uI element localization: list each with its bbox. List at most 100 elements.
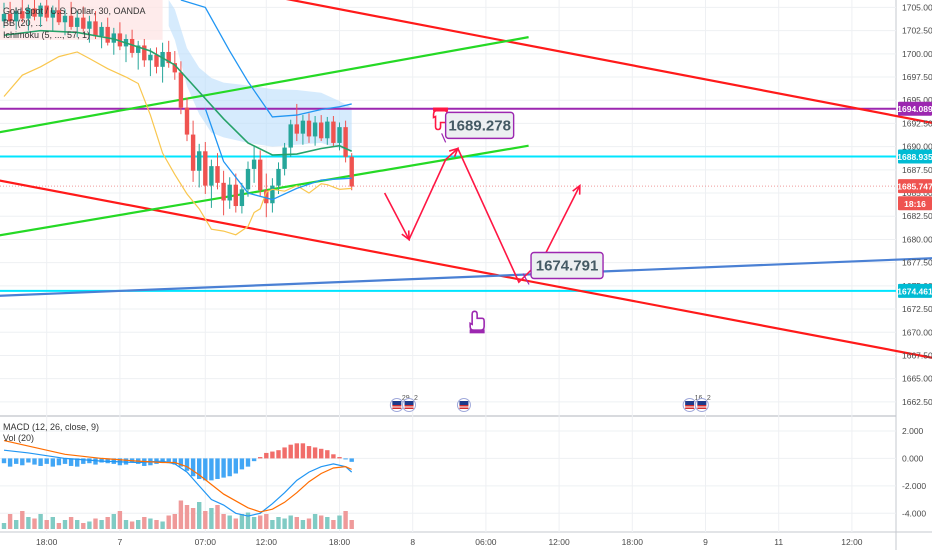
macd-histogram-bar bbox=[239, 458, 245, 470]
candlesticks bbox=[1, 0, 354, 218]
volume-bar bbox=[148, 518, 153, 529]
volume-bar bbox=[172, 514, 177, 529]
macd-histogram-bar bbox=[172, 458, 177, 465]
candle-body bbox=[227, 184, 232, 201]
price-tick-label: 1705.000 bbox=[902, 2, 932, 12]
volume-bar bbox=[111, 514, 116, 529]
macd-histogram-bar bbox=[233, 458, 238, 474]
candle-body bbox=[56, 10, 62, 23]
price-tag bbox=[898, 149, 932, 164]
candle-body bbox=[300, 120, 306, 134]
volume-bar bbox=[282, 518, 287, 529]
volume-bar bbox=[20, 511, 25, 529]
candle-body bbox=[258, 159, 263, 191]
candle-body bbox=[184, 107, 190, 135]
price-tick-label: 1677.500 bbox=[902, 258, 932, 268]
candle-body bbox=[7, 13, 13, 22]
price-tick-label: 1697.500 bbox=[902, 72, 932, 82]
candle-body bbox=[50, 10, 55, 18]
macd-pane: MACD (12, 26, close, 9)Vol (20) bbox=[0, 422, 896, 529]
price-tag-label: 1685.747 bbox=[897, 182, 932, 192]
candle-body bbox=[111, 33, 116, 43]
volume-bar bbox=[221, 514, 226, 529]
macd-histogram-bar bbox=[343, 458, 348, 460]
price-tag-label: 1674.461 bbox=[897, 286, 932, 296]
chikou-span-line bbox=[3, 51, 352, 236]
hand-cuff bbox=[469, 329, 485, 334]
event-flag-canton bbox=[685, 401, 695, 405]
macd-histogram-bar bbox=[209, 458, 214, 481]
macd-histogram-bar bbox=[166, 458, 171, 464]
candle-body bbox=[20, 11, 25, 19]
callout-box bbox=[530, 251, 604, 280]
candle-body bbox=[93, 21, 98, 37]
candle-body bbox=[233, 184, 238, 207]
macd-histogram-bar bbox=[160, 458, 165, 463]
price-tag-label: 1694.089 bbox=[897, 104, 932, 114]
candle-body bbox=[264, 190, 269, 204]
time-tick-label: 9 bbox=[703, 537, 708, 547]
candle-body bbox=[178, 72, 184, 108]
macd-histogram-bar bbox=[178, 458, 184, 467]
price-tag bbox=[898, 196, 932, 211]
arrowhead bbox=[572, 183, 581, 195]
candle-body bbox=[172, 63, 177, 73]
macd-histogram-bar bbox=[270, 451, 275, 459]
volume-bar bbox=[1, 523, 7, 529]
volume-bar bbox=[190, 508, 196, 529]
volume-bar bbox=[258, 515, 263, 529]
candle-body bbox=[68, 15, 74, 27]
volume-bar bbox=[312, 514, 318, 529]
volume-bar bbox=[142, 517, 147, 529]
volume-bar bbox=[166, 515, 171, 529]
candle-body bbox=[136, 45, 141, 53]
candle-body bbox=[245, 168, 251, 190]
candle-body bbox=[75, 17, 80, 27]
volume-bar bbox=[38, 514, 43, 529]
time-tick-label: 12:00 bbox=[548, 537, 570, 547]
macd-histogram-bar bbox=[319, 448, 324, 459]
arrowhead bbox=[448, 147, 460, 158]
macd-histogram-bar bbox=[81, 458, 86, 464]
macd-tick-label: 0.000 bbox=[902, 453, 924, 463]
volume-bar bbox=[337, 515, 342, 529]
macd-histogram-bar bbox=[190, 458, 196, 477]
event-flag-stripe bbox=[697, 407, 707, 409]
volume-bar bbox=[75, 520, 80, 529]
macd-histogram-bar bbox=[203, 458, 208, 481]
callout-pointer bbox=[441, 133, 447, 143]
event-flag-canton bbox=[459, 401, 469, 405]
event-flag-stripe bbox=[404, 407, 414, 409]
volume-bar bbox=[136, 520, 141, 529]
candle-body bbox=[142, 45, 147, 61]
macd-histogram-bar bbox=[38, 458, 43, 466]
candle-body bbox=[270, 185, 275, 204]
candle-body bbox=[62, 15, 68, 23]
candle-body bbox=[87, 21, 92, 29]
price-tick-label: 1690.000 bbox=[902, 142, 932, 152]
macd-histogram-bar bbox=[184, 458, 190, 471]
candle-body bbox=[349, 156, 354, 187]
candle-body bbox=[26, 8, 31, 19]
event-flag-stripe bbox=[685, 405, 695, 407]
trend-line bbox=[285, 0, 932, 124]
event-flag-stripe bbox=[459, 405, 469, 407]
volume-bar bbox=[306, 518, 312, 529]
volume-bar bbox=[270, 520, 275, 529]
price-tick-label: 1687.500 bbox=[902, 165, 932, 175]
candle-body bbox=[209, 166, 214, 186]
candle-body bbox=[32, 8, 37, 17]
candle-body bbox=[203, 151, 208, 186]
volume-bar bbox=[93, 518, 98, 529]
macd-tick-label: 2.000 bbox=[902, 426, 924, 436]
event-flag-stripe bbox=[697, 405, 707, 407]
event-markers: 29 2 16 2 bbox=[389, 395, 711, 412]
macd-histogram-bar bbox=[68, 458, 74, 466]
candle-body bbox=[239, 189, 245, 207]
pointer-hand-icon bbox=[469, 310, 485, 334]
volume-bar bbox=[245, 512, 251, 529]
volume-bar bbox=[68, 517, 74, 529]
macd-histogram-bar bbox=[1, 458, 7, 464]
